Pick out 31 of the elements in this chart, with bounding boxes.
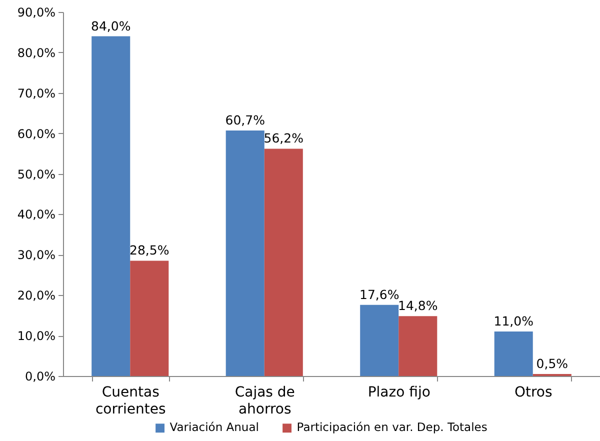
data-label: 0,5% [536, 356, 568, 371]
data-label: 60,7% [225, 112, 266, 128]
data-label: 56,2% [264, 130, 304, 146]
y-tick-label: 70,0% [17, 86, 56, 100]
y-tick-label: 50,0% [17, 167, 56, 182]
y-tick-label: 10,0% [17, 329, 56, 344]
bar [264, 148, 303, 376]
x-tick-label: Cuentas corrientes [95, 384, 166, 418]
x-tick-label: Plazo fijo [368, 384, 430, 400]
y-tick-label: 80,0% [17, 46, 56, 60]
data-label: 11,0% [494, 314, 534, 329]
bar [398, 316, 438, 376]
legend-label: Variación Anual [170, 420, 259, 434]
data-label: 28,5% [130, 242, 170, 258]
bar [494, 332, 533, 376]
bar [130, 260, 169, 376]
data-label: 14,8% [398, 298, 438, 314]
data-label: 84,0% [91, 18, 131, 34]
bar [226, 130, 264, 376]
bar [360, 304, 399, 376]
y-tick-label: 60,0% [17, 126, 56, 141]
y-tick-label: 30,0% [17, 248, 56, 262]
bar [92, 36, 130, 376]
data-label: 17,6% [360, 286, 400, 302]
y-tick-label: 40,0% [17, 208, 56, 222]
y-tick-label: 0,0% [25, 370, 56, 384]
legend-label: Participación en var. Dep. Totales [296, 420, 488, 434]
y-tick-label: 90,0% [17, 6, 56, 20]
y-tick-label: 20,0% [17, 288, 56, 303]
x-tick-label: Otros [514, 384, 552, 400]
x-tick-label: Cajas de ahorros [234, 384, 295, 418]
